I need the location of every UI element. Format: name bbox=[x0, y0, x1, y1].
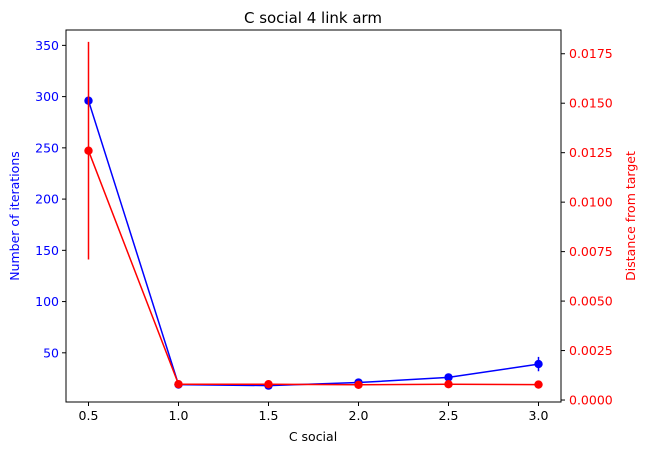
left-y-tick-label: 250 bbox=[35, 140, 59, 155]
chart-title: C social 4 link arm bbox=[244, 9, 382, 27]
right-y-axis-title: Distance from target bbox=[623, 151, 638, 281]
distance-data-point bbox=[174, 379, 183, 389]
right-y-tick-label: 0.0150 bbox=[569, 96, 613, 111]
x-axis-title: C social bbox=[289, 429, 337, 444]
right-y-tick-label: 0.0025 bbox=[569, 343, 613, 358]
left-y-tick-label: 50 bbox=[43, 345, 59, 360]
left-y-tick-label: 200 bbox=[35, 192, 59, 207]
distance-series-line bbox=[87, 150, 539, 386]
x-tick-label: 1.5 bbox=[259, 408, 279, 423]
left-y-tick-label: 300 bbox=[35, 89, 59, 104]
distance-data-point bbox=[354, 380, 363, 389]
left-y-tick-label: 100 bbox=[35, 294, 59, 309]
iterations-data-point bbox=[444, 373, 453, 382]
left-y-tick-label: 150 bbox=[35, 243, 59, 258]
plot-area bbox=[84, 41, 543, 390]
distance-data-point bbox=[264, 379, 273, 389]
x-tick-label: 1.0 bbox=[169, 408, 189, 423]
iterations-data-point bbox=[534, 359, 543, 369]
right-y-tick-label: 0.0100 bbox=[569, 195, 613, 210]
distance-data-point bbox=[84, 146, 93, 155]
right-y-tick-label: 0.0075 bbox=[569, 244, 613, 259]
axes: 0.5 1.0 1.5 2.0 2.5 3.0 50 100 150 200 250 300 350 0.… bbox=[35, 38, 613, 423]
right-y-tick-label: 0.0125 bbox=[569, 145, 613, 160]
right-y-tick-label: 0.0000 bbox=[569, 393, 613, 408]
x-tick-label: 2.0 bbox=[349, 408, 369, 423]
left-y-axis-title: Number of iterations bbox=[7, 151, 22, 281]
distance-data-point bbox=[444, 379, 453, 389]
x-tick-label: 2.5 bbox=[439, 408, 459, 423]
right-y-tick-label: 0.0050 bbox=[569, 294, 613, 309]
right-y-tick-label: 0.0175 bbox=[569, 46, 613, 61]
left-y-tick-label: 350 bbox=[35, 38, 59, 53]
distance-data-point bbox=[534, 380, 543, 389]
plot-frame bbox=[65, 29, 562, 403]
x-tick-label: 0.5 bbox=[79, 408, 99, 423]
x-tick-label: 3.0 bbox=[529, 408, 549, 423]
